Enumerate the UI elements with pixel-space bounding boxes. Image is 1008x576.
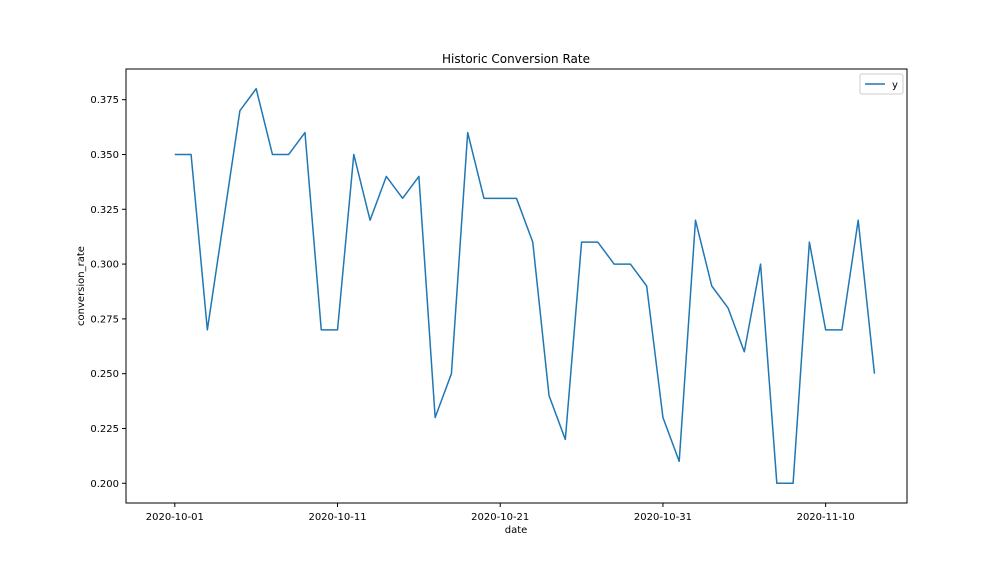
legend-label: y	[892, 80, 898, 91]
y-tick-label: 0.325	[90, 205, 119, 216]
x-tick-label: 2020-11-10	[797, 512, 855, 523]
legend: y	[859, 73, 904, 95]
y-axis: 0.200 0.225 0.250 0.275 0.300 0.325 0.350 0.375	[90, 95, 126, 490]
series-line-y	[174, 87, 876, 485]
y-tick-label: 0.275	[90, 314, 119, 325]
x-tick-label: 2020-10-31	[634, 512, 692, 523]
x-axis-title: date	[505, 525, 528, 536]
y-tick-label: 0.250	[90, 369, 119, 380]
x-tick-label: 2020-10-01	[146, 512, 204, 523]
plot-area	[126, 69, 907, 503]
x-tick-label: 2020-10-21	[471, 512, 529, 523]
chart-title: Historic Conversion Rate	[442, 52, 590, 66]
y-tick-label: 0.375	[90, 95, 119, 106]
series-layer	[174, 87, 876, 485]
x-tick-label: 2020-10-11	[308, 512, 366, 523]
plot-frame	[125, 68, 908, 504]
y-tick-label: 0.350	[90, 150, 119, 161]
x-axis: 2020-10-01 2020-10-11 2020-10-21 2020-10-31…	[146, 503, 855, 523]
y-axis-title: conversion_rate	[76, 246, 87, 326]
y-tick-label: 0.200	[90, 479, 119, 490]
y-tick-label: 0.225	[90, 424, 119, 435]
y-tick-label: 0.300	[90, 260, 119, 271]
